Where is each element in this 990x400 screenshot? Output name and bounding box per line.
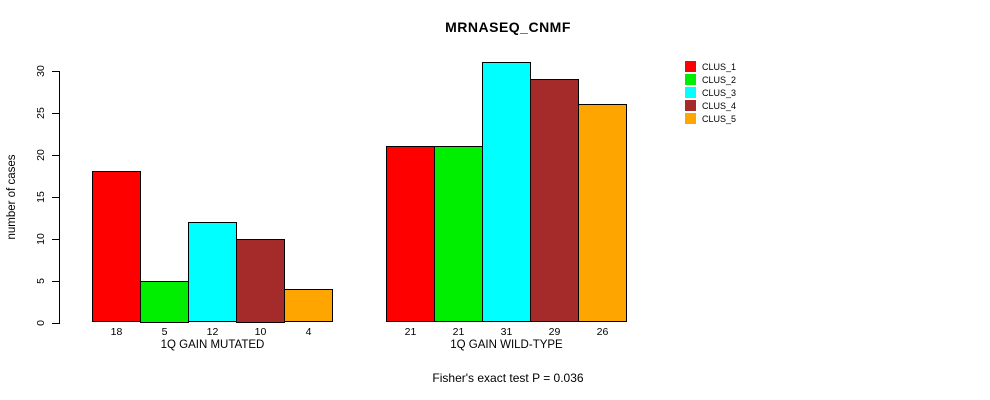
bar-value-label: 18 [110, 326, 123, 338]
bar-clus_3 [188, 221, 237, 323]
legend-label: CLUS_1 [702, 61, 737, 72]
legend-item-clus_1: CLUS_1 [685, 60, 736, 73]
bar-value-label: 10 [254, 326, 267, 338]
bar-clus_5 [578, 104, 627, 323]
bar-clus_5 [284, 288, 333, 323]
bar-value-label: 26 [596, 326, 609, 338]
bar-clus_2 [140, 280, 189, 323]
y-axis-tick [52, 322, 59, 324]
bar-clus_1 [386, 146, 435, 323]
y-axis-tick [52, 238, 59, 240]
y-axis-tick [52, 70, 59, 72]
legend-label: CLUS_5 [702, 113, 737, 124]
bar-clus_3 [482, 62, 531, 323]
bar-value-label: 21 [452, 326, 465, 338]
y-axis-tick [52, 196, 59, 198]
x-axis-group-label: 1Q GAIN MUTATED [160, 339, 265, 351]
y-axis-label: number of cases [6, 154, 18, 240]
y-axis-tick-label: 10 [35, 233, 47, 245]
y-axis-tick-label: 0 [35, 320, 47, 326]
y-axis-tick [52, 280, 59, 282]
legend-label: CLUS_4 [702, 100, 737, 111]
bar-clus_4 [530, 78, 579, 323]
bar-clus_1 [92, 171, 141, 323]
y-axis-tick [52, 154, 59, 156]
legend-label: CLUS_3 [702, 87, 737, 98]
bar-value-label: 31 [500, 326, 513, 338]
legend-swatch-icon [685, 61, 696, 72]
legend-item-clus_5: CLUS_5 [685, 112, 736, 125]
legend-item-clus_4: CLUS_4 [685, 99, 736, 112]
y-axis-tick-label: 5 [35, 278, 47, 284]
x-axis-group-label: 1Q GAIN WILD-TYPE [450, 339, 563, 351]
legend-swatch-icon [685, 87, 696, 98]
legend-swatch-icon [685, 74, 696, 85]
y-axis-line [59, 70, 60, 324]
y-axis-tick-label: 30 [35, 65, 47, 77]
legend-item-clus_3: CLUS_3 [685, 86, 736, 99]
legend: CLUS_1 CLUS_2 CLUS_3 CLUS_4 CLUS_5 [685, 60, 736, 125]
y-axis-tick-label: 20 [35, 149, 47, 161]
bar-clus_4 [236, 238, 285, 323]
bar-value-label: 5 [161, 326, 168, 338]
chart-title: MRNASEQ_CNMF [445, 19, 571, 35]
legend-item-clus_2: CLUS_2 [685, 73, 736, 86]
bar-clus_2 [434, 146, 483, 323]
bar-value-label: 29 [548, 326, 561, 338]
y-axis-tick-label: 25 [35, 107, 47, 119]
bar-value-label: 21 [404, 326, 417, 338]
bar-value-label: 12 [206, 326, 219, 338]
y-axis-tick [52, 112, 59, 114]
legend-swatch-icon [685, 113, 696, 124]
statistical-test-note: Fisher's exact test P = 0.036 [432, 371, 584, 385]
y-axis-tick-label: 15 [35, 191, 47, 203]
bar-value-label: 4 [305, 326, 312, 338]
legend-swatch-icon [685, 100, 696, 111]
legend-label: CLUS_2 [702, 74, 737, 85]
